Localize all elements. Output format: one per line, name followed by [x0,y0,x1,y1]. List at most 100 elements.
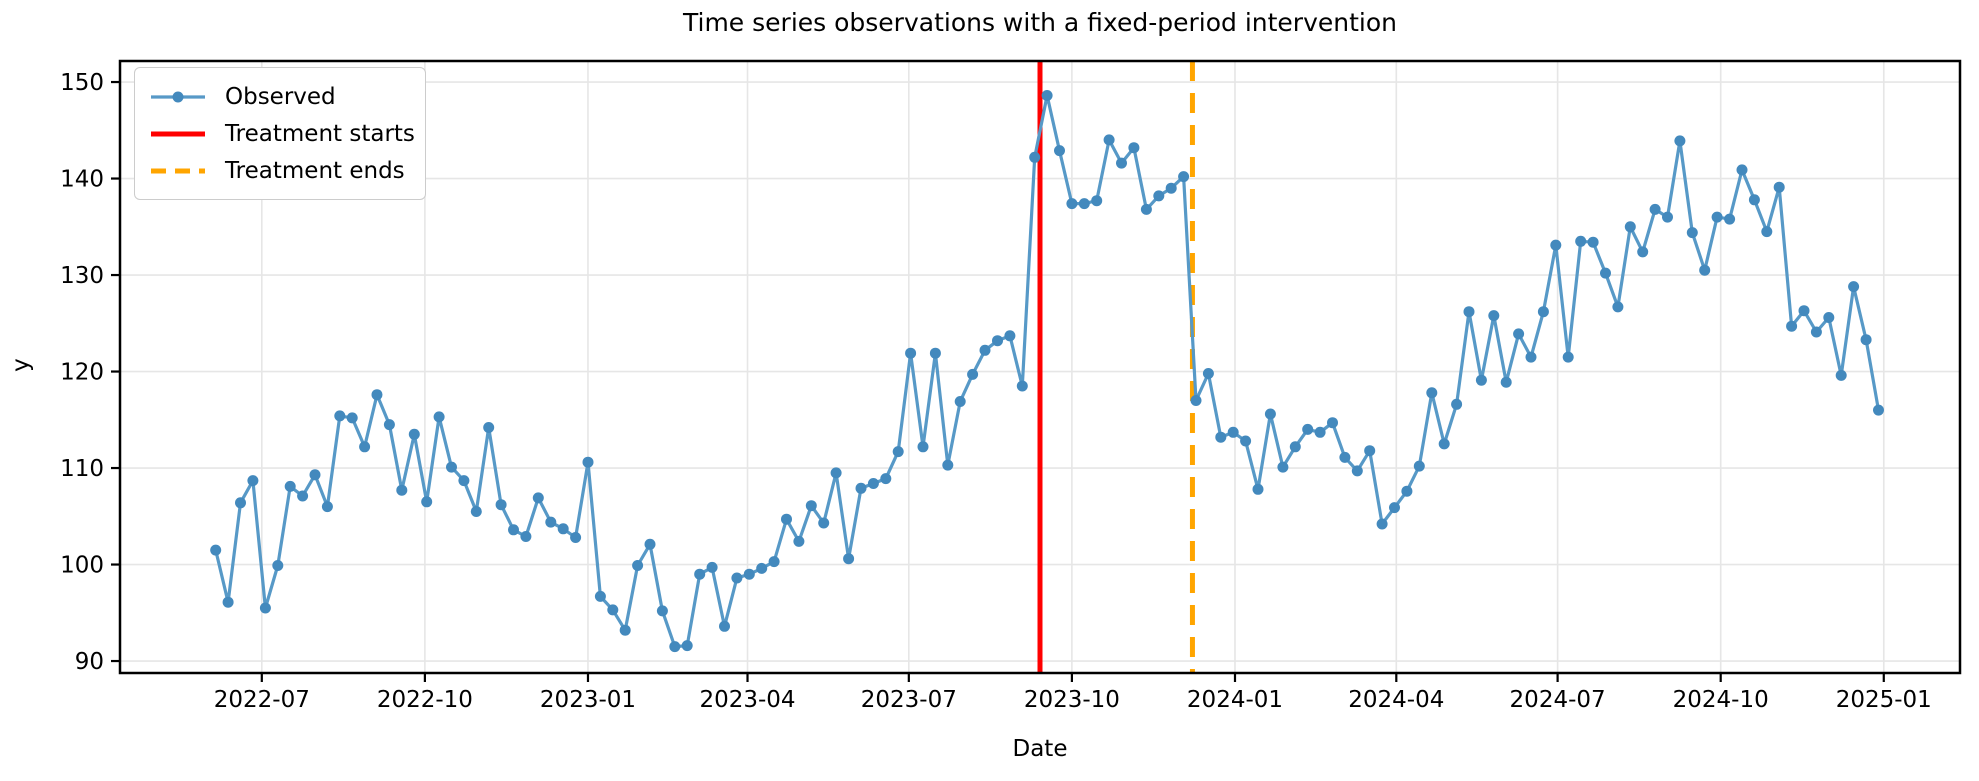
observed-data-point [1786,320,1798,332]
observed-data-point [284,480,296,492]
x-tick-label: 2023-07 [861,687,957,713]
observed-data-point [1190,395,1202,406]
observed-data-point [259,602,271,614]
observed-data-point [1562,351,1574,363]
x-tick-label: 2022-07 [214,687,310,713]
observed-data-point [1674,135,1686,147]
legend-label-treatment-ends: Treatment ends [225,157,405,184]
observed-data-point [694,568,706,580]
legend-item-treatment-ends: Treatment ends [149,152,411,189]
observed-data-point [1240,435,1252,447]
observed-data-point [309,469,321,481]
observed-data-point [607,604,619,616]
observed-data-point [979,344,991,356]
x-tick-label: 2024-10 [1673,687,1769,713]
observed-data-point [495,499,507,511]
observed-data-point [954,396,966,407]
observed-data-point [1550,239,1562,251]
observed-data-point [855,482,867,494]
x-tick-label: 2024-04 [1348,687,1444,713]
legend-label-treatment-starts: Treatment starts [225,120,415,147]
observed-data-point [545,516,557,528]
observed-data-point [557,523,569,535]
y-tick-label: 120 [60,360,104,386]
observed-data-point [830,467,842,479]
legend-item-treatment-starts: Treatment starts [149,115,415,152]
observed-data-point [446,461,457,473]
x-tick-label: 2022-10 [377,687,473,713]
observed-data-point [719,620,730,632]
observed-data-point [1835,369,1847,381]
y-tick-label: 100 [60,553,104,579]
observed-data-point [1736,164,1748,176]
observed-data-point [297,490,309,502]
observed-data-point [1376,518,1388,530]
observed-data-point [1587,236,1599,248]
treatment-ends-line-icon [151,168,205,173]
observed-data-point [334,410,346,422]
observed-data-point [1302,423,1314,435]
observed-data-point [706,561,718,573]
y-axis-label: y [7,358,34,372]
observed-data-point [359,441,371,453]
observed-data-point [1686,227,1698,239]
observed-data-point [1364,445,1376,457]
observed-data-point [1426,387,1438,399]
observed-data-point [1264,408,1276,420]
observed-data-point [247,475,259,487]
observed-data-point [1500,376,1512,388]
chart-title: Time series observations with a fixed-pe… [683,8,1397,37]
observed-data-point [1041,90,1053,101]
observed-data-point [1724,213,1736,225]
observed-data-point [1054,145,1065,157]
observed-data-point [892,446,904,458]
observed-data-point [1277,461,1289,473]
observed-data-point [1637,246,1649,258]
observed-data-point [942,459,954,471]
observed-data-point [470,506,482,517]
x-tick-label: 2024-07 [1510,687,1606,713]
observed-data-point [1078,198,1090,210]
observed-line-icon [151,91,205,102]
observed-data-point [458,475,470,487]
observed-data-point [1128,142,1140,154]
observed-data-point [1711,211,1723,223]
observed-data-point [1525,351,1537,363]
observed-data-point [532,492,544,504]
observed-data-point [1823,312,1835,323]
observed-data-point [1438,438,1450,450]
observed-data-point [1178,171,1190,183]
observed-data-point [743,568,755,580]
observed-data-point [1873,404,1884,416]
observed-data-point [383,419,395,431]
y-tick-label: 110 [60,456,104,482]
observed-data-point [768,556,780,568]
observed-data-point [421,496,433,508]
observed-data-point [731,572,743,584]
observed-data-point [967,368,979,380]
observed-data-point [1140,203,1152,215]
observed-data-point [1624,221,1636,233]
observed-data-point [520,531,532,542]
observed-data-point [1798,305,1810,317]
y-tick-label: 150 [60,70,104,96]
observed-data-point [1600,267,1611,279]
observed-data-point [1066,198,1078,210]
observed-data-point [805,500,817,512]
observed-data-point [1810,326,1822,338]
observed-data-point [656,605,668,617]
observed-data-point [1351,465,1363,477]
observed-data-point [346,412,358,424]
observed-data-point [594,590,606,602]
x-tick-label: 2023-04 [699,687,795,713]
observed-data-point [1091,195,1103,207]
observed-data-point [1016,380,1028,392]
observed-data-point [1389,502,1400,514]
observed-data-point [1575,235,1587,247]
observed-data-point [644,538,656,550]
observed-data-point [1463,306,1475,318]
legend-label-observed: Observed [225,83,336,110]
observed-data-point [917,441,929,453]
observed-data-point [1327,417,1338,429]
